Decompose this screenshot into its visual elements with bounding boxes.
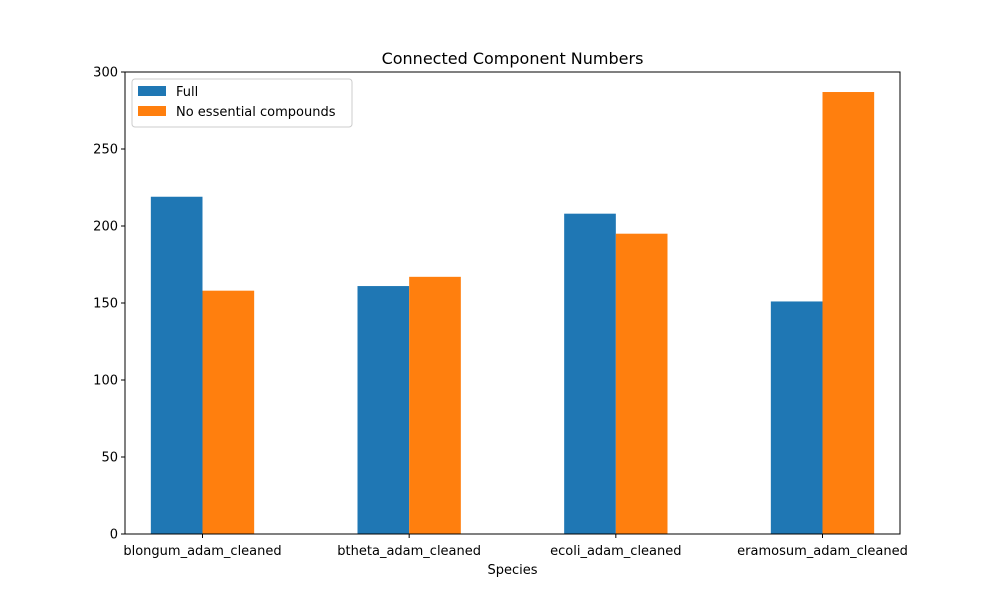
bar-full-eramosum_adam_cleaned — [770, 301, 823, 534]
y-tick-label: 100 — [93, 374, 118, 389]
bar-full-btheta_adam_cleaned — [357, 286, 410, 534]
x-tick-label: ecoli_adam_cleaned — [550, 544, 681, 559]
x-axis-label: Species — [487, 563, 537, 578]
x-tick-label: blongum_adam_cleaned — [123, 544, 281, 559]
bar-no-essential-compounds-btheta_adam_cleaned — [409, 276, 461, 534]
x-axis: blongum_adam_cleaned btheta_adam_cleaned e… — [123, 534, 908, 559]
y-tick-label: 200 — [93, 220, 118, 235]
y-axis: 0 50 100 150 200 250 300 — [93, 66, 125, 543]
y-tick-label: 300 — [93, 66, 118, 81]
legend: Full No essential compounds — [131, 78, 353, 128]
y-tick-label: 150 — [93, 297, 118, 312]
chart-title: Connected Component Numbers — [382, 49, 644, 68]
legend-swatch — [138, 86, 166, 96]
bars-group — [150, 92, 875, 535]
x-tick-label: btheta_adam_cleaned — [337, 544, 481, 559]
legend-label: No essential compounds — [176, 105, 336, 120]
bar-full-ecoli_adam_cleaned — [564, 213, 616, 534]
y-tick-label: 250 — [93, 143, 118, 158]
legend-box — [131, 78, 353, 128]
y-tick-label: 0 — [110, 528, 118, 543]
bar-no-essential-compounds-ecoli_adam_cleaned — [615, 233, 668, 534]
bar-no-essential-compounds-eramosum_adam_cleaned — [822, 92, 875, 535]
bar-full-blongum_adam_cleaned — [150, 196, 203, 535]
y-tick-label: 50 — [101, 451, 118, 466]
bar-no-essential-compounds-blongum_adam_cleaned — [202, 290, 255, 534]
legend-label: Full — [176, 85, 198, 100]
legend-swatch — [138, 106, 166, 116]
x-tick-label: eramosum_adam_cleaned — [737, 544, 908, 559]
